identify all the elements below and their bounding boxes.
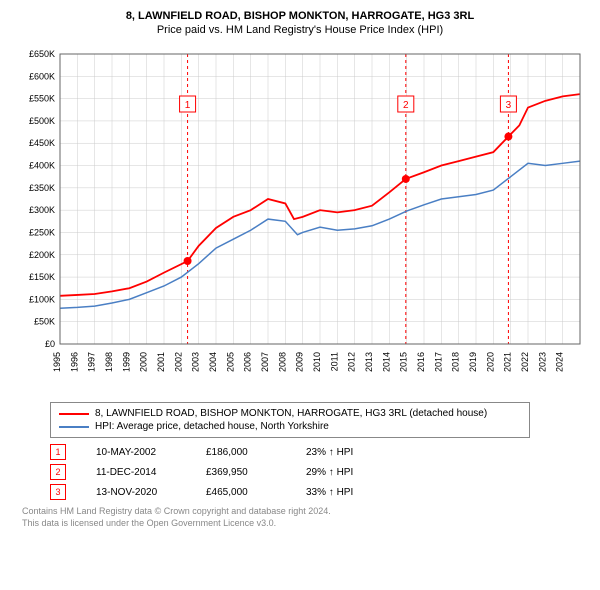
- svg-text:1999: 1999: [121, 352, 131, 372]
- svg-text:2012: 2012: [347, 352, 357, 372]
- svg-text:£650K: £650K: [29, 49, 55, 59]
- sale-pct: 29% ↑ HPI: [306, 467, 386, 478]
- sale-price: £186,000: [206, 447, 276, 458]
- sale-price: £369,950: [206, 467, 276, 478]
- svg-text:1: 1: [185, 100, 191, 111]
- svg-text:£400K: £400K: [29, 161, 55, 171]
- footer-line-1: Contains HM Land Registry data © Crown c…: [22, 506, 580, 518]
- svg-text:2004: 2004: [208, 352, 218, 372]
- svg-text:2007: 2007: [260, 352, 270, 372]
- footer-line-2: This data is licensed under the Open Gov…: [22, 518, 580, 530]
- sale-row: 1 10-MAY-2002 £186,000 23% ↑ HPI: [50, 444, 590, 460]
- svg-text:£600K: £600K: [29, 71, 55, 81]
- svg-text:2014: 2014: [381, 352, 391, 372]
- legend-swatch: [59, 426, 89, 428]
- svg-text:£100K: £100K: [29, 294, 55, 304]
- svg-text:2006: 2006: [243, 352, 253, 372]
- svg-text:2000: 2000: [139, 352, 149, 372]
- svg-text:2009: 2009: [295, 352, 305, 372]
- chart-svg: £0 £50K £100K £150K £200K £250K £300K £350K £400…: [10, 44, 590, 394]
- sale-date: 13-NOV-2020: [96, 487, 176, 498]
- page-subtitle: Price paid vs. HM Land Registry's House …: [10, 24, 590, 36]
- legend-swatch: [59, 413, 89, 415]
- svg-text:2005: 2005: [225, 352, 235, 372]
- svg-text:1997: 1997: [87, 352, 97, 372]
- svg-text:£450K: £450K: [29, 138, 55, 148]
- sale-date: 10-MAY-2002: [96, 447, 176, 458]
- sale-pct: 33% ↑ HPI: [306, 487, 386, 498]
- legend-label: HPI: Average price, detached house, Nort…: [95, 421, 329, 432]
- legend-row: HPI: Average price, detached house, Nort…: [59, 420, 521, 433]
- svg-text:1996: 1996: [69, 352, 79, 372]
- svg-text:2: 2: [403, 100, 409, 111]
- svg-text:£200K: £200K: [29, 250, 55, 260]
- page-title: 8, LAWNFIELD ROAD, BISHOP MONKTON, HARRO…: [10, 10, 590, 22]
- svg-text:£0: £0: [45, 339, 55, 349]
- svg-text:2015: 2015: [399, 352, 409, 372]
- svg-text:1995: 1995: [52, 352, 62, 372]
- svg-text:2002: 2002: [173, 352, 183, 372]
- svg-text:£50K: £50K: [34, 317, 55, 327]
- legend-row: 8, LAWNFIELD ROAD, BISHOP MONKTON, HARRO…: [59, 407, 521, 420]
- svg-text:2020: 2020: [485, 352, 495, 372]
- svg-text:2016: 2016: [416, 352, 426, 372]
- sales-list: 1 10-MAY-2002 £186,000 23% ↑ HPI 2 11-DEC-201…: [10, 444, 590, 500]
- sale-date: 11-DEC-2014: [96, 467, 176, 478]
- legend-label: 8, LAWNFIELD ROAD, BISHOP MONKTON, HARRO…: [95, 408, 487, 419]
- sale-price: £465,000: [206, 487, 276, 498]
- svg-text:2017: 2017: [433, 352, 443, 372]
- svg-text:2013: 2013: [364, 352, 374, 372]
- sale-row: 3 13-NOV-2020 £465,000 33% ↑ HPI: [50, 484, 590, 500]
- sale-badge: 3: [50, 484, 66, 500]
- sale-row: 2 11-DEC-2014 £369,950 29% ↑ HPI: [50, 464, 590, 480]
- svg-text:2019: 2019: [468, 352, 478, 372]
- svg-text:£250K: £250K: [29, 227, 55, 237]
- svg-text:2011: 2011: [329, 352, 339, 371]
- svg-text:1998: 1998: [104, 352, 114, 372]
- svg-text:£500K: £500K: [29, 116, 55, 126]
- svg-text:2001: 2001: [156, 352, 166, 372]
- svg-text:2021: 2021: [503, 352, 513, 372]
- price-chart: £0 £50K £100K £150K £200K £250K £300K £350K £400…: [10, 44, 590, 394]
- svg-text:2010: 2010: [312, 352, 322, 372]
- svg-text:2024: 2024: [555, 352, 565, 372]
- footer: Contains HM Land Registry data © Crown c…: [22, 506, 580, 529]
- sale-badge: 1: [50, 444, 66, 460]
- sale-pct: 23% ↑ HPI: [306, 447, 386, 458]
- svg-text:£150K: £150K: [29, 272, 55, 282]
- svg-text:2018: 2018: [451, 352, 461, 372]
- svg-text:£350K: £350K: [29, 183, 55, 193]
- svg-text:2023: 2023: [537, 352, 547, 372]
- svg-text:£550K: £550K: [29, 94, 55, 104]
- sale-badge: 2: [50, 464, 66, 480]
- legend: 8, LAWNFIELD ROAD, BISHOP MONKTON, HARRO…: [50, 402, 530, 438]
- svg-text:£300K: £300K: [29, 205, 55, 215]
- svg-text:3: 3: [506, 100, 512, 111]
- svg-text:2003: 2003: [191, 352, 201, 372]
- svg-text:2022: 2022: [520, 352, 530, 372]
- svg-text:2008: 2008: [277, 352, 287, 372]
